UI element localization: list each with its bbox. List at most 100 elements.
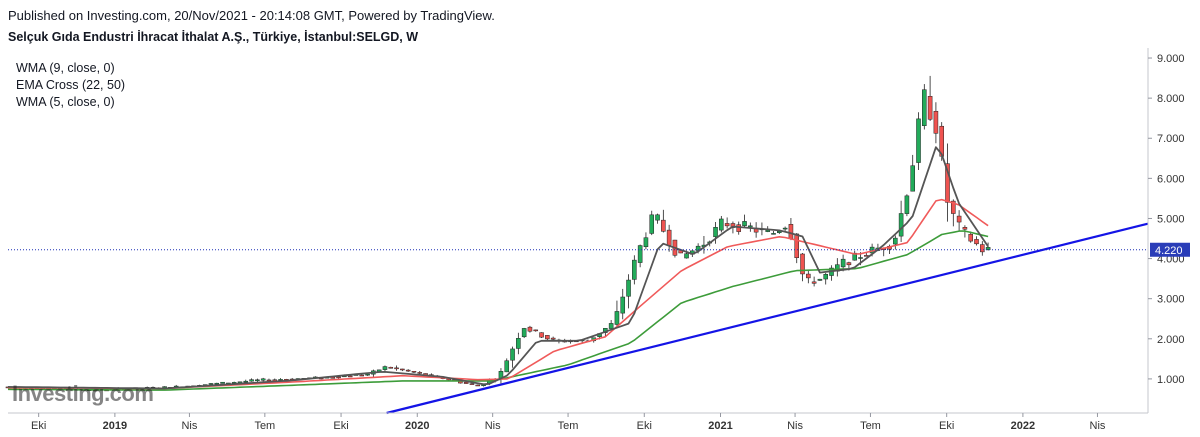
candle-body (620, 296, 626, 314)
candle-body (417, 372, 423, 374)
candle-body (904, 195, 910, 214)
candle-body (980, 244, 985, 253)
candle-body (800, 253, 805, 275)
y-tick-label: 2.000 (1157, 334, 1185, 346)
candle-body (400, 368, 405, 371)
candle-body (359, 374, 365, 377)
ema-fast-line (7, 198, 989, 390)
candle-body (260, 378, 266, 381)
candle-body (684, 253, 689, 259)
wma-line (7, 146, 989, 390)
candle-body (788, 224, 794, 239)
ema-slow-line (7, 230, 989, 391)
x-tick-label: Tem (254, 420, 275, 432)
candle-body (719, 218, 724, 231)
candle-body (632, 259, 637, 280)
candle-body (510, 348, 515, 361)
axes: 1.0002.0003.0004.0005.0006.0007.0008.000… (8, 48, 1190, 432)
x-tick-label: 2021 (708, 420, 732, 432)
candle-body (782, 227, 788, 230)
candle-body (852, 252, 857, 261)
candle-body (661, 219, 666, 232)
candle-body (214, 382, 220, 385)
candle-body (382, 366, 388, 370)
candle-body (794, 233, 800, 259)
candle-body (736, 224, 742, 232)
candle-body (475, 384, 481, 387)
candle-body (945, 163, 950, 203)
candle-body (469, 383, 475, 385)
x-tick-label: 2019 (103, 420, 127, 432)
candle-body (347, 375, 353, 378)
trendline (386, 222, 1149, 415)
candle-body (771, 233, 776, 235)
y-tick-label: 3.000 (1157, 294, 1185, 306)
x-tick-label: Tem (558, 420, 579, 432)
candle-body (608, 323, 614, 329)
candle-body (637, 245, 643, 263)
candle-body (394, 367, 399, 370)
y-tick-label: 6.000 (1157, 173, 1185, 185)
candle-body (243, 380, 249, 383)
candle-body (823, 273, 828, 280)
candle-body (249, 379, 254, 382)
candle-body (550, 337, 556, 340)
x-tick-label: Nis (787, 420, 803, 432)
candle-body (237, 381, 243, 384)
candle-body (539, 332, 544, 338)
candle-body (893, 237, 898, 245)
candle-body (765, 229, 771, 232)
last-price-tag (1150, 242, 1190, 257)
x-tick-label: Tem (860, 420, 881, 432)
candle-body (533, 329, 539, 332)
candle-body (626, 279, 631, 297)
candle-body (916, 118, 921, 163)
candle-body (365, 373, 370, 376)
x-tick-label: Eki (333, 420, 348, 432)
candle-body (504, 360, 510, 373)
candle-body (255, 379, 260, 382)
candle-body (614, 311, 620, 325)
candle-body (336, 376, 341, 379)
candle-body (388, 366, 394, 369)
candle-body (463, 382, 469, 384)
y-tick-label: 7.000 (1157, 133, 1185, 145)
candle-body (713, 227, 718, 238)
published-caption: Published on Investing.com, 20/Nov/2021 … (8, 8, 495, 23)
candle-body (405, 369, 411, 372)
indicator-legend: WMA (9, close, 0) EMA Cross (22, 50) WMA… (16, 60, 125, 111)
candle-body (840, 258, 846, 268)
investing-logo: Investing.com (12, 381, 154, 406)
candle-body (922, 89, 927, 126)
legend-wma9[interactable]: WMA (9, close, 0) (16, 61, 115, 75)
y-tick-label: 8.000 (1157, 93, 1185, 105)
candle-body (411, 370, 417, 373)
candle-body (724, 223, 730, 227)
x-tick-label: Eki (637, 420, 652, 432)
candle-body (655, 214, 660, 221)
candle-body (220, 381, 225, 384)
x-tick-label: Nis (181, 420, 197, 432)
candle-body (951, 200, 956, 214)
support-trendline (386, 222, 1149, 415)
candle-body (527, 326, 533, 332)
candle-body (962, 227, 968, 230)
candle-body (927, 96, 933, 120)
candle-body (266, 379, 272, 382)
candle-body (162, 386, 167, 388)
candles (5, 75, 991, 392)
candle-body (545, 335, 550, 340)
x-tick-label: Eki (939, 420, 954, 432)
legend-ema-cross[interactable]: EMA Cross (22, 50) (16, 78, 126, 92)
candle-body (643, 237, 649, 248)
legend-wma5[interactable]: WMA (5, close, 0) (16, 95, 115, 109)
candle-body (817, 278, 823, 281)
chart-title: Selçuk Gıda Endustri İhracat İthalat A.Ş… (8, 30, 419, 44)
candle-body (985, 247, 991, 251)
candle-body (846, 262, 852, 266)
candle-body (649, 214, 655, 234)
candle-body (910, 165, 915, 192)
candle-body (811, 281, 817, 284)
x-tick-label: 2020 (405, 420, 429, 432)
